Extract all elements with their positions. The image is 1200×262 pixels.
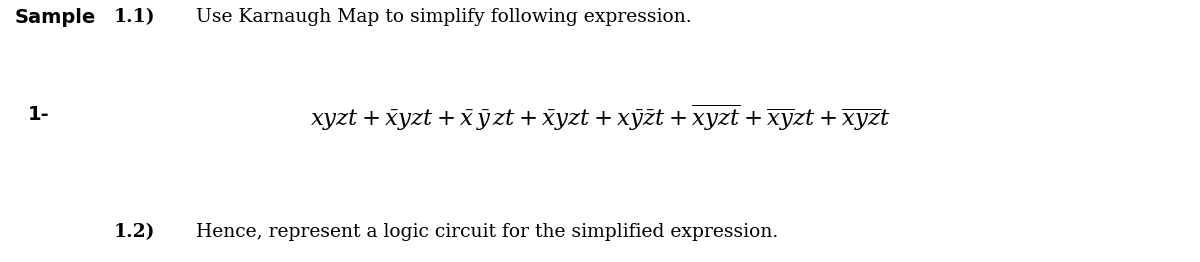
- Text: $xyzt + \bar{x}yzt + \bar{x}\,\bar{y}\,zt + \bar{x}yzt + x\bar{y}\bar{z}t + \ove: $xyzt + \bar{x}yzt + \bar{x}\,\bar{y}\,z…: [310, 102, 890, 133]
- Text: 1.1): 1.1): [114, 8, 156, 26]
- Text: Use Karnaugh Map to simplify following expression.: Use Karnaugh Map to simplify following e…: [196, 8, 691, 26]
- Text: Sample: Sample: [14, 8, 96, 27]
- Text: Hence, represent a logic circuit for the simplified expression.: Hence, represent a logic circuit for the…: [196, 223, 778, 241]
- Text: 1-: 1-: [28, 105, 49, 124]
- Text: 1.2): 1.2): [114, 223, 155, 241]
